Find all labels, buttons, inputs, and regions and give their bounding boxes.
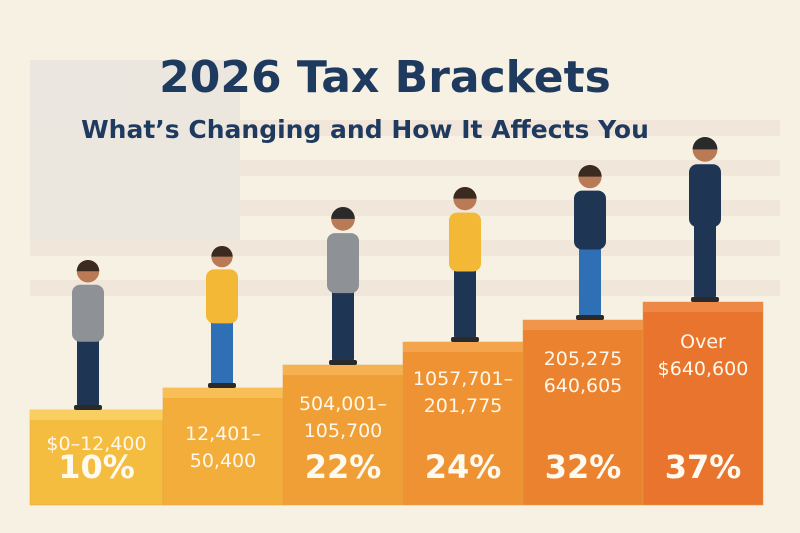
title: 2026 Tax Brackets xyxy=(159,52,611,103)
bracket-range: 105,700 xyxy=(304,420,383,442)
step xyxy=(29,409,164,506)
step-top xyxy=(403,342,523,352)
person-legs xyxy=(579,242,601,317)
bracket-range: 504,001– xyxy=(299,393,387,415)
person xyxy=(689,137,721,302)
person-torso xyxy=(72,284,104,342)
person-torso xyxy=(206,269,238,324)
step-top xyxy=(643,302,763,312)
person-hair xyxy=(578,165,602,177)
person-shoes xyxy=(208,383,236,388)
step xyxy=(162,387,284,506)
bracket-range: $0–12,400 xyxy=(46,433,146,455)
person xyxy=(449,187,481,342)
step xyxy=(642,301,764,506)
person-torso xyxy=(574,190,606,250)
bracket-range: 1057,701– xyxy=(413,368,513,390)
person-shoes xyxy=(576,315,604,320)
bracket-range: $640,600 xyxy=(658,358,749,380)
person-hair xyxy=(76,260,100,272)
bracket-range: 201,775 xyxy=(424,395,503,417)
person xyxy=(72,260,104,410)
person-shoes xyxy=(74,405,102,410)
step xyxy=(402,341,524,506)
bracket-range: Over xyxy=(680,331,726,353)
step-top xyxy=(283,365,403,375)
step-top xyxy=(523,320,643,330)
person xyxy=(574,165,606,320)
step-top xyxy=(30,410,163,420)
subtitle: What’s Changing and How It Affects You xyxy=(81,115,649,144)
person-torso xyxy=(689,164,721,227)
bracket-range: 205,275 xyxy=(544,348,623,370)
bracket-range: 640,605 xyxy=(544,375,623,397)
person-shoes xyxy=(451,337,479,342)
person-torso xyxy=(327,233,359,294)
tax-rate: 22% xyxy=(305,448,382,486)
bracket-range: 50,400 xyxy=(190,450,256,472)
person-legs xyxy=(211,317,233,386)
person-legs xyxy=(694,219,716,299)
tax-rate: 37% xyxy=(665,448,742,486)
person-hair xyxy=(692,137,718,150)
tax-rate: 10% xyxy=(58,448,135,486)
person-legs xyxy=(454,264,476,339)
person-shoes xyxy=(329,360,357,365)
person-torso xyxy=(449,212,481,272)
person-legs xyxy=(77,335,99,407)
person-shoes xyxy=(691,297,719,302)
step xyxy=(522,319,644,506)
tax-rate: 24% xyxy=(425,448,502,486)
person-legs xyxy=(332,286,354,362)
step xyxy=(282,364,404,506)
person-hair xyxy=(211,245,233,257)
person-hair xyxy=(331,207,355,219)
person xyxy=(206,245,238,388)
bracket-range: 12,401– xyxy=(185,423,261,445)
step-top xyxy=(163,388,283,398)
people xyxy=(72,137,721,410)
person-hair xyxy=(453,187,477,199)
tax-rate: 32% xyxy=(545,448,622,486)
person xyxy=(327,207,359,365)
